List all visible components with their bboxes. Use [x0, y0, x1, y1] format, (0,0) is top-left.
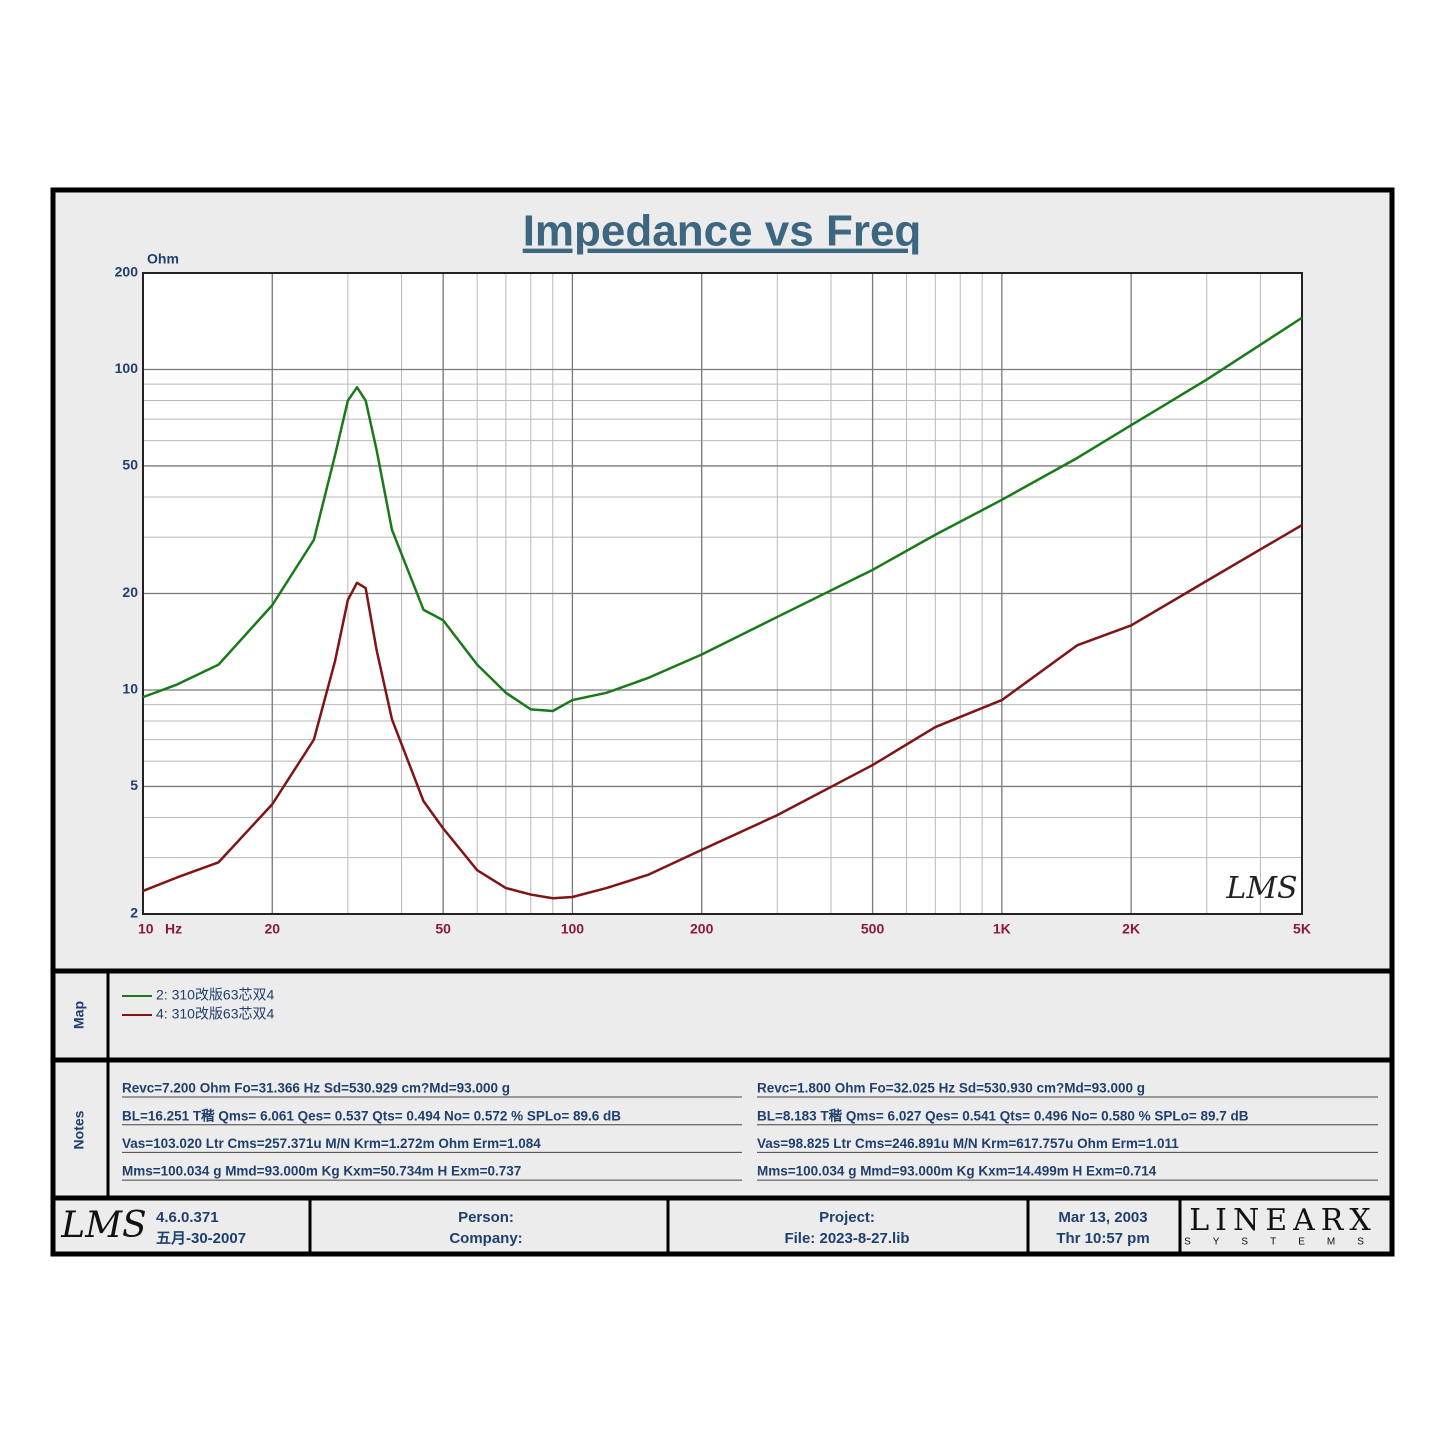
note-line: Vas=103.020 Ltr Cms=257.371u M/N Krm=1.2…	[122, 1136, 541, 1151]
legend-label: 4: 310改版63芯双4	[156, 1006, 274, 1022]
y-tick-label: 100	[115, 360, 139, 376]
panel-label: Map	[71, 1001, 87, 1029]
series-line	[142, 523, 1303, 900]
y-tick-label: 5	[130, 777, 138, 793]
y-tick-label: 200	[115, 264, 139, 280]
build-date: 五月-30-2007	[156, 1230, 246, 1247]
chart-title: Impedance vs Freq	[523, 207, 922, 256]
y-tick-label: 50	[122, 457, 138, 473]
version: 4.6.0.371	[156, 1209, 219, 1226]
x-tick-label: 200	[690, 921, 714, 937]
note-line: Revc=1.800 Ohm Fo=32.025 Hz Sd=530.930 c…	[757, 1081, 1145, 1096]
x-axis-label: Hz	[165, 921, 182, 937]
x-tick-label: 100	[561, 921, 585, 937]
grid	[142, 272, 1303, 915]
file: File: 2023-8-27.lib	[784, 1230, 909, 1247]
time: Thr 10:57 pm	[1056, 1230, 1149, 1247]
x-tick-label: 2K	[1122, 921, 1140, 937]
watermark: LMS	[1225, 871, 1297, 906]
note-line: Mms=100.034 g Mmd=93.000m Kg Kxm=14.499m…	[757, 1164, 1157, 1179]
y-axis-label: Ohm	[147, 251, 179, 267]
note-line: BL=8.183 T稭 Qms= 6.027 Qes= 0.541 Qts= 0…	[757, 1107, 1249, 1123]
logo: LMS	[60, 1205, 146, 1246]
panel-label: Notes	[71, 1110, 87, 1149]
y-tick-label: 10	[122, 681, 138, 697]
x-tick-label: 5K	[1293, 921, 1311, 937]
brand: LINEARX	[1189, 1203, 1377, 1238]
legend-label: 2: 310改版63芯双4	[156, 987, 274, 1003]
y-tick-label: 2	[130, 905, 138, 921]
x-tick-label: 1K	[993, 921, 1011, 937]
project: Project:	[819, 1209, 875, 1226]
y-tick-label: 20	[122, 584, 138, 600]
note-line: BL=16.251 T稭 Qms= 6.061 Qes= 0.537 Qts= …	[122, 1107, 621, 1123]
x-tick-label: 50	[435, 921, 451, 937]
person: Person:	[458, 1209, 514, 1226]
date: Mar 13, 2003	[1058, 1209, 1147, 1226]
brand-sub: SYSTEMS	[1184, 1237, 1386, 1248]
plot-border	[142, 272, 1303, 915]
note-line: Mms=100.034 g Mmd=93.000m Kg Kxm=50.734m…	[122, 1164, 521, 1179]
x-tick-label: 20	[264, 921, 280, 937]
x-tick-label: 10	[138, 921, 154, 937]
x-tick-label: 500	[861, 921, 885, 937]
note-line: Revc=7.200 Ohm Fo=31.366 Hz Sd=530.929 c…	[122, 1081, 510, 1096]
note-line: Vas=98.825 Ltr Cms=246.891u M/N Krm=617.…	[757, 1136, 1179, 1151]
series-line	[142, 316, 1303, 713]
company: Company:	[449, 1230, 522, 1247]
